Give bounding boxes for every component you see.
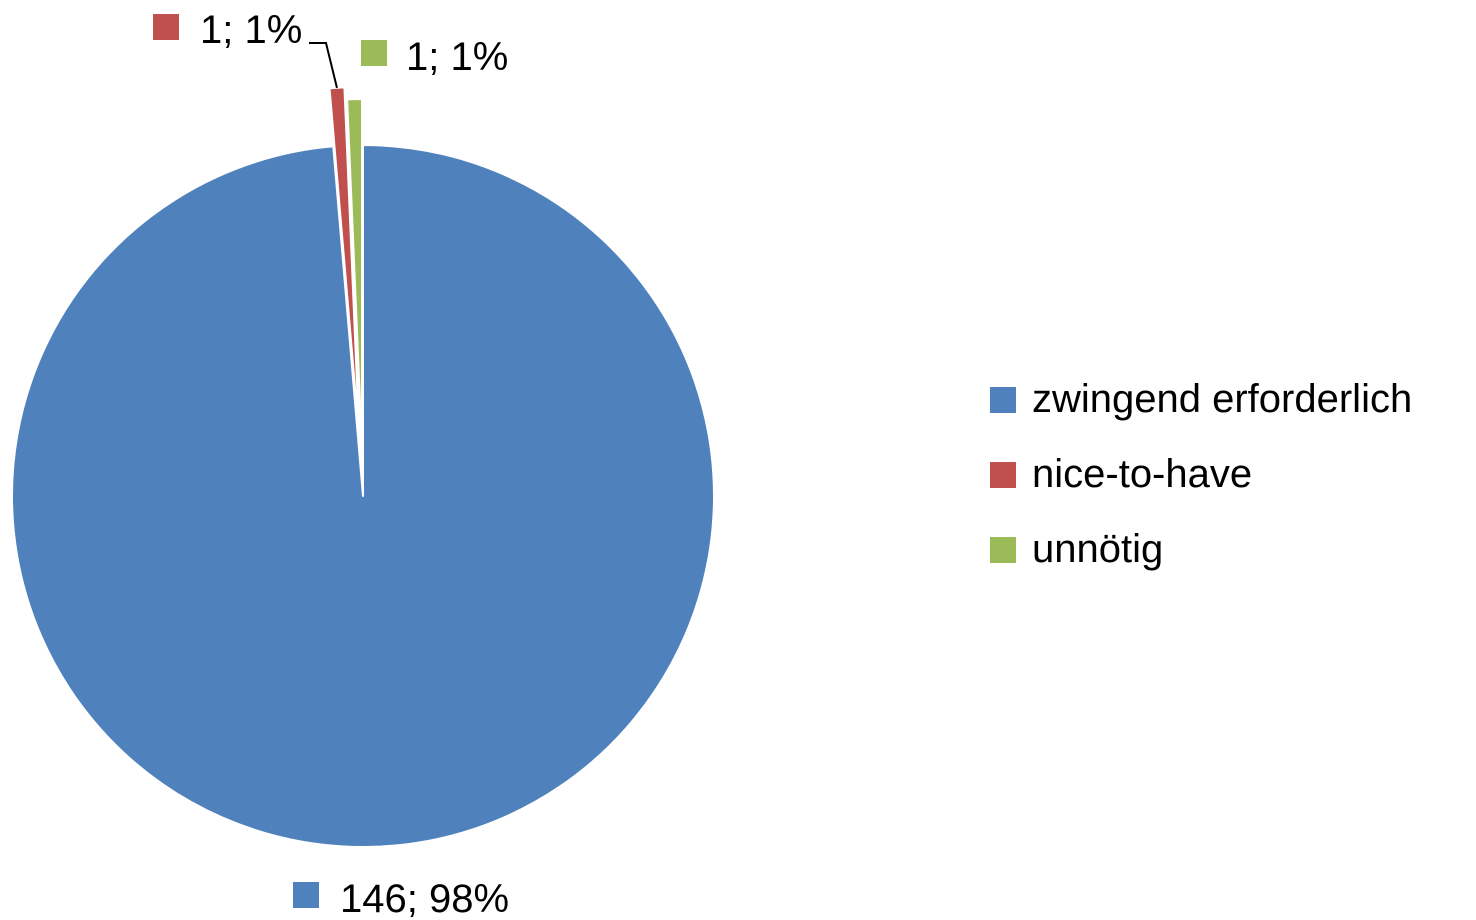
- legend-label: zwingend erforderlich: [1032, 377, 1413, 421]
- data-label-text: 1; 1%: [406, 35, 508, 79]
- legend-label: unnötig: [1032, 527, 1164, 571]
- legend-item-zwingend-erforderlich: zwingend erforderlich: [990, 362, 1412, 437]
- data-label-swatch: [153, 14, 179, 40]
- leader-lines: [309, 42, 338, 89]
- pie-slices: [11, 86, 715, 848]
- data-labels: 146; 98% 1; 1% 1; 1%: [153, 8, 509, 920]
- legend-swatch-red: [990, 461, 1016, 488]
- legend-swatch-blue: [990, 386, 1016, 413]
- leader-line-nice-to-have: [309, 42, 338, 89]
- data-label-nice-to-have: 1; 1%: [153, 8, 302, 52]
- legend-swatch-green: [990, 536, 1016, 563]
- chart-legend: zwingend erforderlich nice-to-have unnöt…: [990, 362, 1412, 587]
- data-label-swatch: [361, 40, 387, 66]
- pie-slice-zwingend-erforderlich: [11, 144, 715, 848]
- legend-item-nice-to-have: nice-to-have: [990, 437, 1412, 512]
- data-label-unnoetig: 1; 1%: [361, 35, 508, 79]
- data-label-swatch: [293, 882, 319, 908]
- legend-label: nice-to-have: [1032, 452, 1253, 496]
- data-label-text: 146; 98%: [340, 877, 509, 920]
- legend-item-unnoetig: unnötig: [990, 512, 1412, 587]
- pie-slice-unnoetig: [346, 98, 364, 452]
- data-label-zwingend-erforderlich: 146; 98%: [293, 877, 509, 920]
- data-label-text: 1; 1%: [200, 8, 302, 52]
